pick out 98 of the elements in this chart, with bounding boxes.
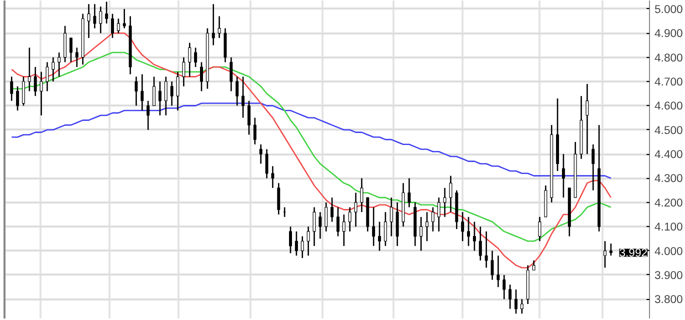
candlestick [538,216,542,242]
candlestick [116,18,120,34]
candlestick [336,206,340,237]
candlestick [408,178,411,208]
candlestick [170,80,174,106]
candlestick [247,100,250,136]
y-tick-label: 4.700 [654,76,683,89]
candlestick [562,153,565,198]
candlestick [312,206,316,247]
candlestick [484,230,488,268]
candlestick [188,42,192,78]
candlestick [46,62,49,92]
y-tick-label: 4.300 [654,173,683,186]
candlestick [28,47,31,92]
candlestick [449,175,452,213]
y-tick-label: 4.900 [654,28,683,40]
candlestick [16,86,20,112]
candlestick [22,76,25,106]
candlestick [34,66,37,97]
candlestick [294,230,298,256]
candlestick [230,56,233,92]
candlestick [461,211,464,242]
candlestick [242,76,245,118]
candlestick [152,76,156,106]
candlestick [420,216,423,252]
line-series [10,52,612,242]
candlestick [75,47,78,68]
candlestick [324,202,328,232]
candlestick [200,62,203,92]
candlestick [40,71,43,116]
y-tick-label: 3.900 [654,270,683,282]
candlestick [520,298,524,314]
candlestick [93,3,96,29]
candlestick [496,254,500,288]
candlestick [514,288,518,314]
candlestick [87,3,90,39]
candlestick [318,211,322,240]
candlestick [360,178,364,213]
candlestick [52,56,55,82]
candlestick [390,196,393,237]
candlestick [425,211,428,242]
candlestick [158,80,162,116]
y-tick-label: 4.800 [654,52,683,64]
candlestick [348,206,352,232]
candlestick [218,16,221,39]
candlestick [437,196,440,232]
candlestick [289,226,292,254]
y-tick-label: 4.500 [654,124,683,137]
candlestick [140,74,144,112]
y-tick-label: 4.000 [654,246,683,258]
candlestick [69,37,72,63]
candlestick [609,242,612,256]
y-tick-label: 4.400 [654,149,683,162]
candlestick [253,117,256,146]
candlestick [265,148,268,179]
candlestick [176,71,180,112]
y-tick-label: 4.200 [654,197,683,210]
candlestick [472,221,476,252]
candlestick [122,8,126,29]
candlestick [508,284,512,310]
candlestick [502,274,506,300]
candlestick [105,1,108,24]
candlestick [330,196,334,222]
candlestick [236,76,239,106]
y-tick-label: 4.100 [654,222,683,234]
candlestick [277,182,280,216]
candlestick [259,144,262,164]
candlestick [111,13,114,39]
candlestick [592,144,595,191]
y-tick-label: 5.000 [654,4,683,16]
candlestick [372,206,376,247]
candlestick [467,216,470,247]
candlestick [490,250,494,280]
candlestick [58,52,61,78]
candlestick [134,76,138,106]
y-tick-label: 3.800 [654,294,683,306]
candlestick [342,214,346,247]
candlestick [99,6,102,34]
candlestick [182,56,186,87]
candlestick [384,211,387,247]
candlestick [271,166,274,189]
candlestick [10,76,14,102]
candlestick [443,187,446,218]
candlestick [194,47,198,68]
candlestick [354,192,358,228]
candlestick [378,221,381,252]
candlestick [300,236,304,259]
candlestick [164,76,168,116]
candlestick [532,260,536,271]
candlestick [586,83,589,155]
candlestick [478,226,482,262]
candlestick [146,100,150,131]
candlestick [212,3,215,46]
y-tick-label: 4.600 [654,100,683,113]
candlestick [306,226,310,256]
candlestick [431,206,434,232]
candlestick [604,240,606,268]
text: 3.992 [619,248,648,260]
